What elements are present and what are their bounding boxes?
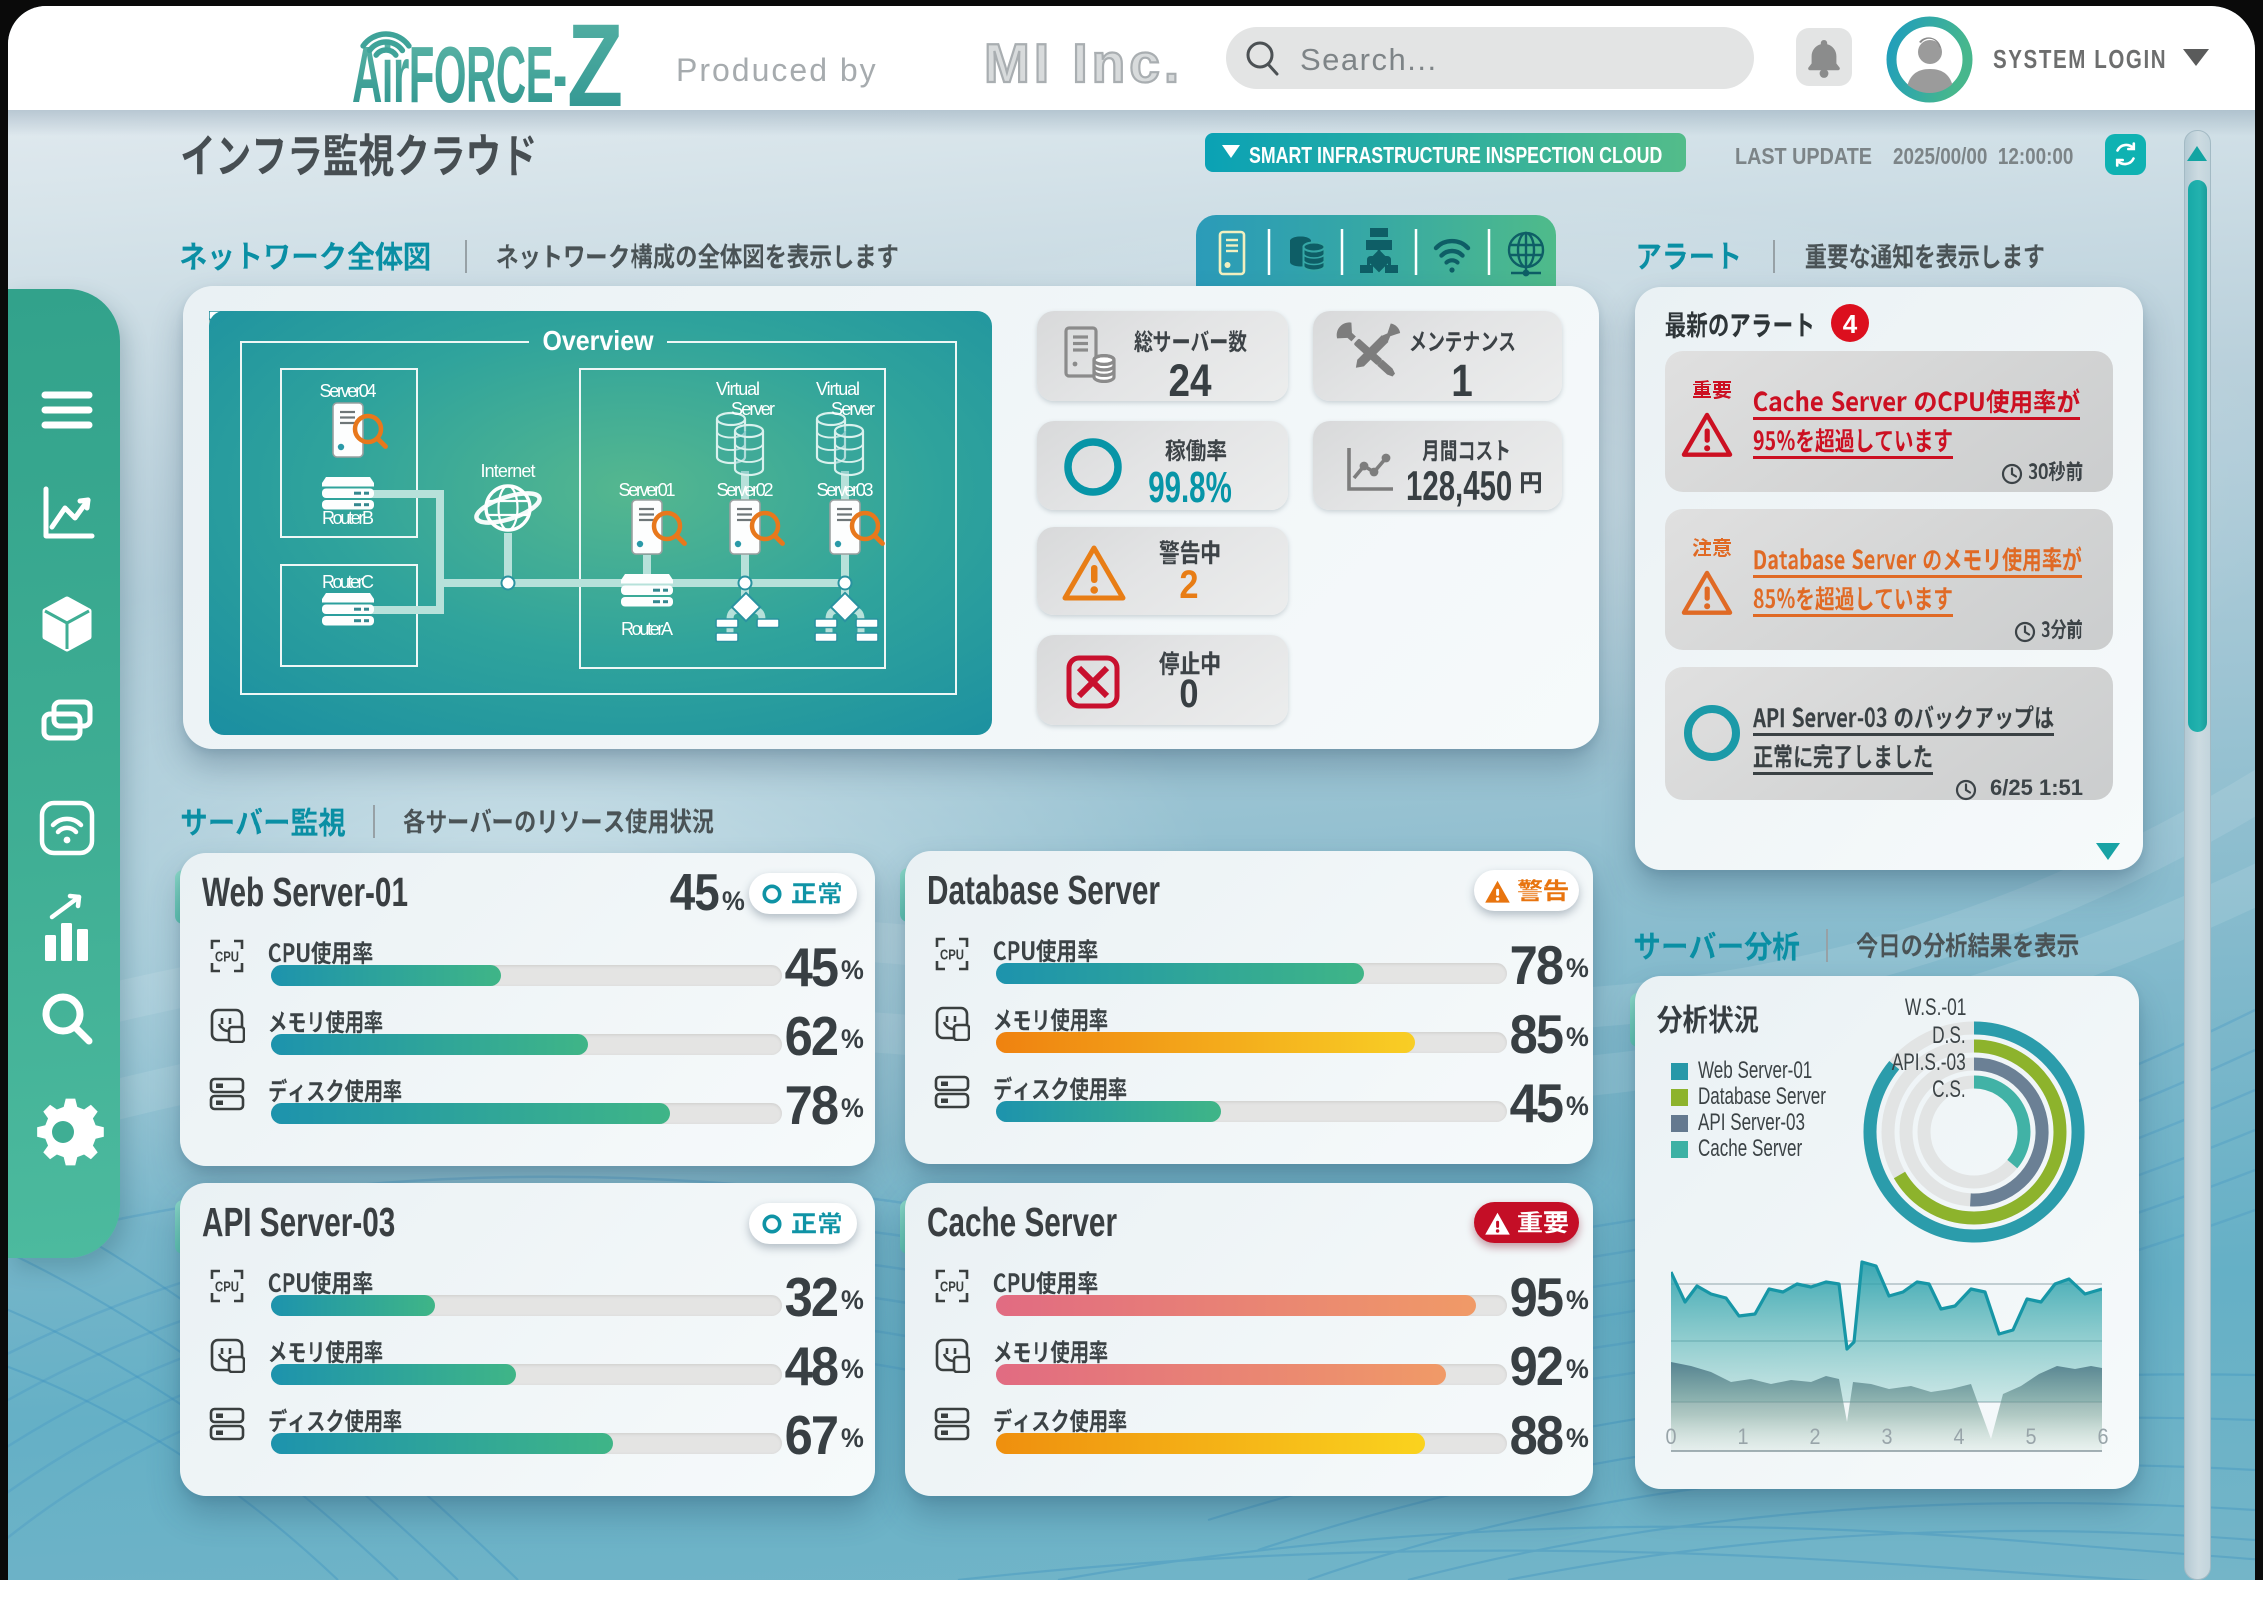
svg-text:Server: Server [831, 399, 875, 419]
svg-text:Virtual: Virtual [816, 379, 860, 399]
svg-text:Server04: Server04 [320, 381, 377, 401]
svg-text:RouterB: RouterB [322, 508, 374, 528]
svg-text:RouterA: RouterA [621, 619, 673, 639]
svg-text:Server02: Server02 [717, 480, 774, 500]
svg-text:RouterC: RouterC [322, 572, 374, 592]
svg-text:Server01: Server01 [619, 480, 676, 500]
svg-text:Overview: Overview [543, 325, 654, 356]
svg-text:Server03: Server03 [817, 480, 874, 500]
svg-text:Server: Server [731, 399, 775, 419]
svg-text:Virtual: Virtual [716, 379, 760, 399]
svg-text:Internet: Internet [481, 461, 536, 481]
